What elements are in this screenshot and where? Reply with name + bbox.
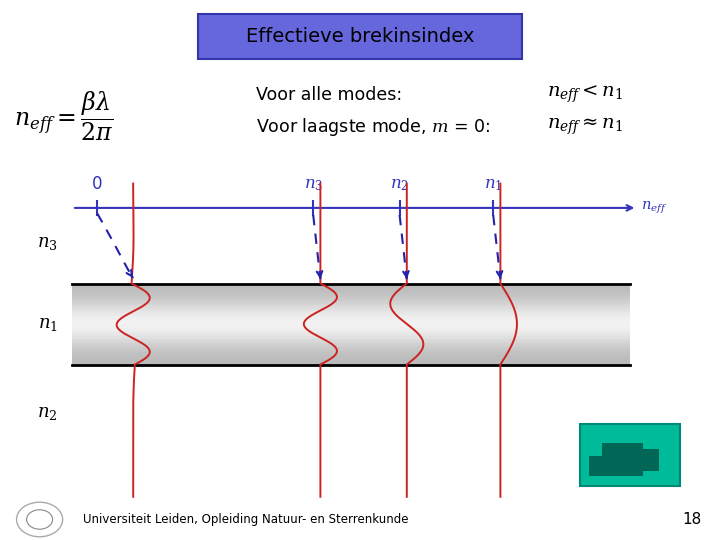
Bar bbox=[72, 333, 630, 335]
Bar bbox=[589, 443, 643, 476]
Text: $n_2$: $n_2$ bbox=[37, 404, 58, 422]
Text: $n_2$: $n_2$ bbox=[390, 175, 409, 193]
Bar bbox=[72, 345, 630, 346]
Bar bbox=[72, 356, 630, 357]
Bar bbox=[589, 443, 602, 456]
Bar bbox=[72, 323, 630, 324]
Text: 18: 18 bbox=[683, 512, 702, 527]
Bar bbox=[72, 284, 630, 285]
Text: Voor alle modes:: Voor alle modes: bbox=[256, 85, 402, 104]
Bar bbox=[72, 363, 630, 364]
Bar bbox=[72, 354, 630, 355]
Bar bbox=[72, 330, 630, 332]
Bar bbox=[72, 303, 630, 305]
Bar bbox=[72, 291, 630, 292]
Bar bbox=[72, 347, 630, 348]
Bar bbox=[72, 362, 630, 363]
Bar bbox=[72, 336, 630, 338]
Bar bbox=[72, 297, 630, 298]
Bar bbox=[72, 300, 630, 301]
Bar bbox=[72, 346, 630, 347]
Bar bbox=[72, 305, 630, 306]
Bar bbox=[72, 332, 630, 333]
Bar bbox=[72, 357, 630, 359]
Bar bbox=[72, 298, 630, 300]
Bar bbox=[72, 289, 630, 291]
Bar bbox=[72, 351, 630, 352]
Bar bbox=[72, 324, 630, 325]
Bar bbox=[72, 310, 630, 312]
Bar bbox=[72, 352, 630, 354]
Bar bbox=[72, 287, 630, 289]
Bar bbox=[72, 293, 630, 294]
Bar bbox=[72, 342, 630, 343]
Bar bbox=[72, 348, 630, 350]
Bar bbox=[72, 302, 630, 303]
Bar bbox=[72, 286, 630, 287]
Bar bbox=[72, 325, 630, 327]
Text: $n_{eff} < n_1$: $n_{eff} < n_1$ bbox=[547, 84, 624, 105]
Bar bbox=[72, 308, 630, 309]
Bar bbox=[72, 314, 630, 316]
Text: $n_1$: $n_1$ bbox=[484, 175, 503, 193]
Bar bbox=[72, 318, 630, 319]
Text: $\mathit{n}_{\mathit{eff}} = \dfrac{\beta\lambda}{2\pi}$: $\mathit{n}_{\mathit{eff}} = \dfrac{\bet… bbox=[14, 90, 114, 143]
Text: $n_{eff}$: $n_{eff}$ bbox=[641, 200, 667, 216]
Bar bbox=[72, 321, 630, 322]
Text: Effectieve brekinsindex: Effectieve brekinsindex bbox=[246, 27, 474, 46]
Bar bbox=[72, 313, 630, 314]
Text: $n_1$: $n_1$ bbox=[37, 315, 58, 333]
Bar bbox=[72, 292, 630, 293]
Bar bbox=[72, 327, 630, 328]
Bar bbox=[72, 343, 630, 345]
Bar bbox=[72, 359, 630, 361]
Bar bbox=[72, 296, 630, 297]
Bar bbox=[72, 361, 630, 362]
Bar bbox=[72, 285, 630, 286]
Text: Universiteit Leiden, Opleiding Natuur- en Sterrenkunde: Universiteit Leiden, Opleiding Natuur- e… bbox=[83, 513, 408, 526]
Bar bbox=[72, 350, 630, 351]
Text: 0: 0 bbox=[92, 175, 102, 193]
Bar bbox=[72, 328, 630, 329]
Bar bbox=[580, 424, 680, 486]
Bar bbox=[72, 340, 630, 342]
Bar bbox=[72, 307, 630, 308]
Bar bbox=[72, 329, 630, 330]
Bar bbox=[72, 309, 630, 310]
Bar bbox=[72, 316, 630, 317]
Bar bbox=[72, 335, 630, 336]
Text: $n_3$: $n_3$ bbox=[304, 175, 323, 193]
Bar bbox=[72, 320, 630, 321]
Bar bbox=[72, 319, 630, 320]
Bar bbox=[72, 355, 630, 356]
Bar bbox=[72, 294, 630, 296]
Bar bbox=[643, 449, 659, 471]
Bar bbox=[72, 312, 630, 313]
Text: Voor laagste mode, $\mathit{m}$ = 0:: Voor laagste mode, $\mathit{m}$ = 0: bbox=[256, 116, 490, 138]
Bar bbox=[72, 338, 630, 339]
Bar bbox=[72, 301, 630, 302]
FancyBboxPatch shape bbox=[198, 14, 522, 59]
Text: $n_{eff} \approx n_1$: $n_{eff} \approx n_1$ bbox=[547, 117, 624, 137]
Bar bbox=[72, 339, 630, 340]
Text: $n_3$: $n_3$ bbox=[37, 234, 58, 252]
